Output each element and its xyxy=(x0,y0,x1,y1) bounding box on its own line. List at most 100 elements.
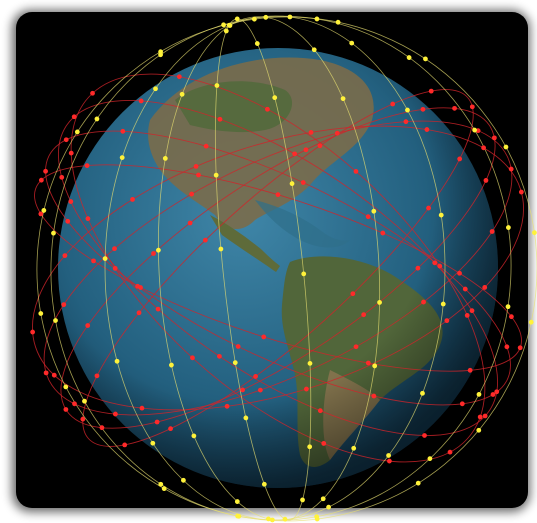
yellow-satellite xyxy=(320,496,326,502)
yellow-satellite xyxy=(266,516,271,522)
yellow-satellite xyxy=(251,16,257,22)
yellow-satellite xyxy=(150,440,156,446)
red-satellite xyxy=(43,370,49,376)
red-satellite xyxy=(72,401,77,407)
red-orbit xyxy=(70,73,486,463)
red-satellite xyxy=(59,174,65,180)
red-satellite xyxy=(193,164,199,169)
yellow-satellite xyxy=(438,212,444,218)
red-satellite xyxy=(321,441,327,446)
red-satellite xyxy=(63,137,69,143)
yellow-satellite xyxy=(243,415,249,421)
red-satellite xyxy=(452,105,457,111)
red-satellite xyxy=(518,189,524,195)
yellow-satellite xyxy=(261,481,267,487)
red-satellite xyxy=(203,143,209,149)
red-satellite xyxy=(94,373,100,379)
yellow-satellite xyxy=(349,40,355,46)
red-satellite xyxy=(63,407,69,412)
yellow-satellite xyxy=(82,398,87,404)
yellow-satellite xyxy=(162,155,168,161)
yellow-satellite xyxy=(476,391,482,397)
red-satellite xyxy=(353,344,359,350)
red-satellite xyxy=(490,392,496,397)
red-satellite xyxy=(38,177,44,183)
red-satellite xyxy=(99,425,105,431)
yellow-satellite xyxy=(340,96,346,102)
red-satellite xyxy=(71,114,77,120)
yellow-satellite xyxy=(102,256,108,262)
red-satellite xyxy=(265,106,270,112)
yellow-satellite xyxy=(307,360,313,366)
red-satellite xyxy=(415,265,421,271)
yellow-satellite xyxy=(153,86,158,92)
yellow-satellite xyxy=(287,14,293,20)
red-satellite xyxy=(91,258,96,264)
yellow-satellite xyxy=(254,41,260,46)
red-satellite xyxy=(189,191,195,197)
yellow-satellite xyxy=(532,230,537,236)
red-satellite xyxy=(68,199,74,204)
red-satellite xyxy=(317,143,323,149)
red-satellite xyxy=(261,334,267,340)
red-satellite xyxy=(217,353,222,359)
yellow-satellite xyxy=(505,225,511,230)
red-satellite xyxy=(43,168,48,174)
red-satellite xyxy=(65,218,71,224)
yellow-satellite xyxy=(236,513,242,519)
yellow-satellite xyxy=(213,172,219,178)
red-satellite xyxy=(365,214,371,220)
yellow-satellite xyxy=(326,504,332,510)
red-satellite xyxy=(90,90,95,96)
red-satellite xyxy=(504,344,510,350)
red-satellite xyxy=(477,414,483,420)
red-satellite xyxy=(517,345,523,351)
red-satellite xyxy=(85,216,91,222)
yellow-satellite xyxy=(311,47,317,53)
yellow-satellite xyxy=(158,481,164,487)
red-satellite xyxy=(135,283,140,289)
red-satellite xyxy=(457,270,462,276)
red-satellite xyxy=(300,180,306,185)
red-satellite xyxy=(457,156,463,162)
yellow-satellite xyxy=(440,301,446,307)
yellow-satellite xyxy=(314,516,320,522)
yellow-satellite xyxy=(191,433,197,439)
yellow-satellite xyxy=(156,247,161,253)
red-satellite xyxy=(303,386,309,392)
yellow-satellite xyxy=(301,271,307,277)
yellow-satellite xyxy=(263,14,269,20)
red-satellite xyxy=(371,393,377,399)
red-satellite xyxy=(122,442,128,448)
yellow-satellite xyxy=(528,319,534,325)
red-satellite xyxy=(196,172,201,178)
red-satellite xyxy=(420,106,426,112)
yellow-satellite xyxy=(406,55,412,60)
red-satellite xyxy=(428,88,434,94)
yellow-satellite xyxy=(269,517,275,523)
yellow-satellite xyxy=(214,83,220,88)
red-satellite xyxy=(253,374,258,379)
red-satellite xyxy=(84,163,90,168)
yellow-satellite xyxy=(427,456,433,462)
yellow-satellite xyxy=(53,318,58,323)
red-satellite xyxy=(130,197,135,202)
yellow-satellite xyxy=(386,453,391,458)
red-satellite xyxy=(317,408,323,414)
red-satellite xyxy=(444,318,450,324)
yellow-satellite xyxy=(503,144,509,150)
red-satellite xyxy=(275,192,281,198)
red-satellite xyxy=(380,230,386,236)
yellow-satellite xyxy=(314,16,320,22)
yellow-satellite xyxy=(74,129,80,135)
red-satellite xyxy=(459,401,465,407)
red-satellite xyxy=(361,312,367,318)
red-satellite xyxy=(432,260,438,266)
yellow-satellite xyxy=(282,516,288,522)
red-satellites xyxy=(30,74,524,464)
red-satellite xyxy=(154,419,160,425)
red-satellite xyxy=(464,313,470,318)
yellow-satellite xyxy=(372,363,378,369)
yellow-satellite xyxy=(181,477,186,483)
